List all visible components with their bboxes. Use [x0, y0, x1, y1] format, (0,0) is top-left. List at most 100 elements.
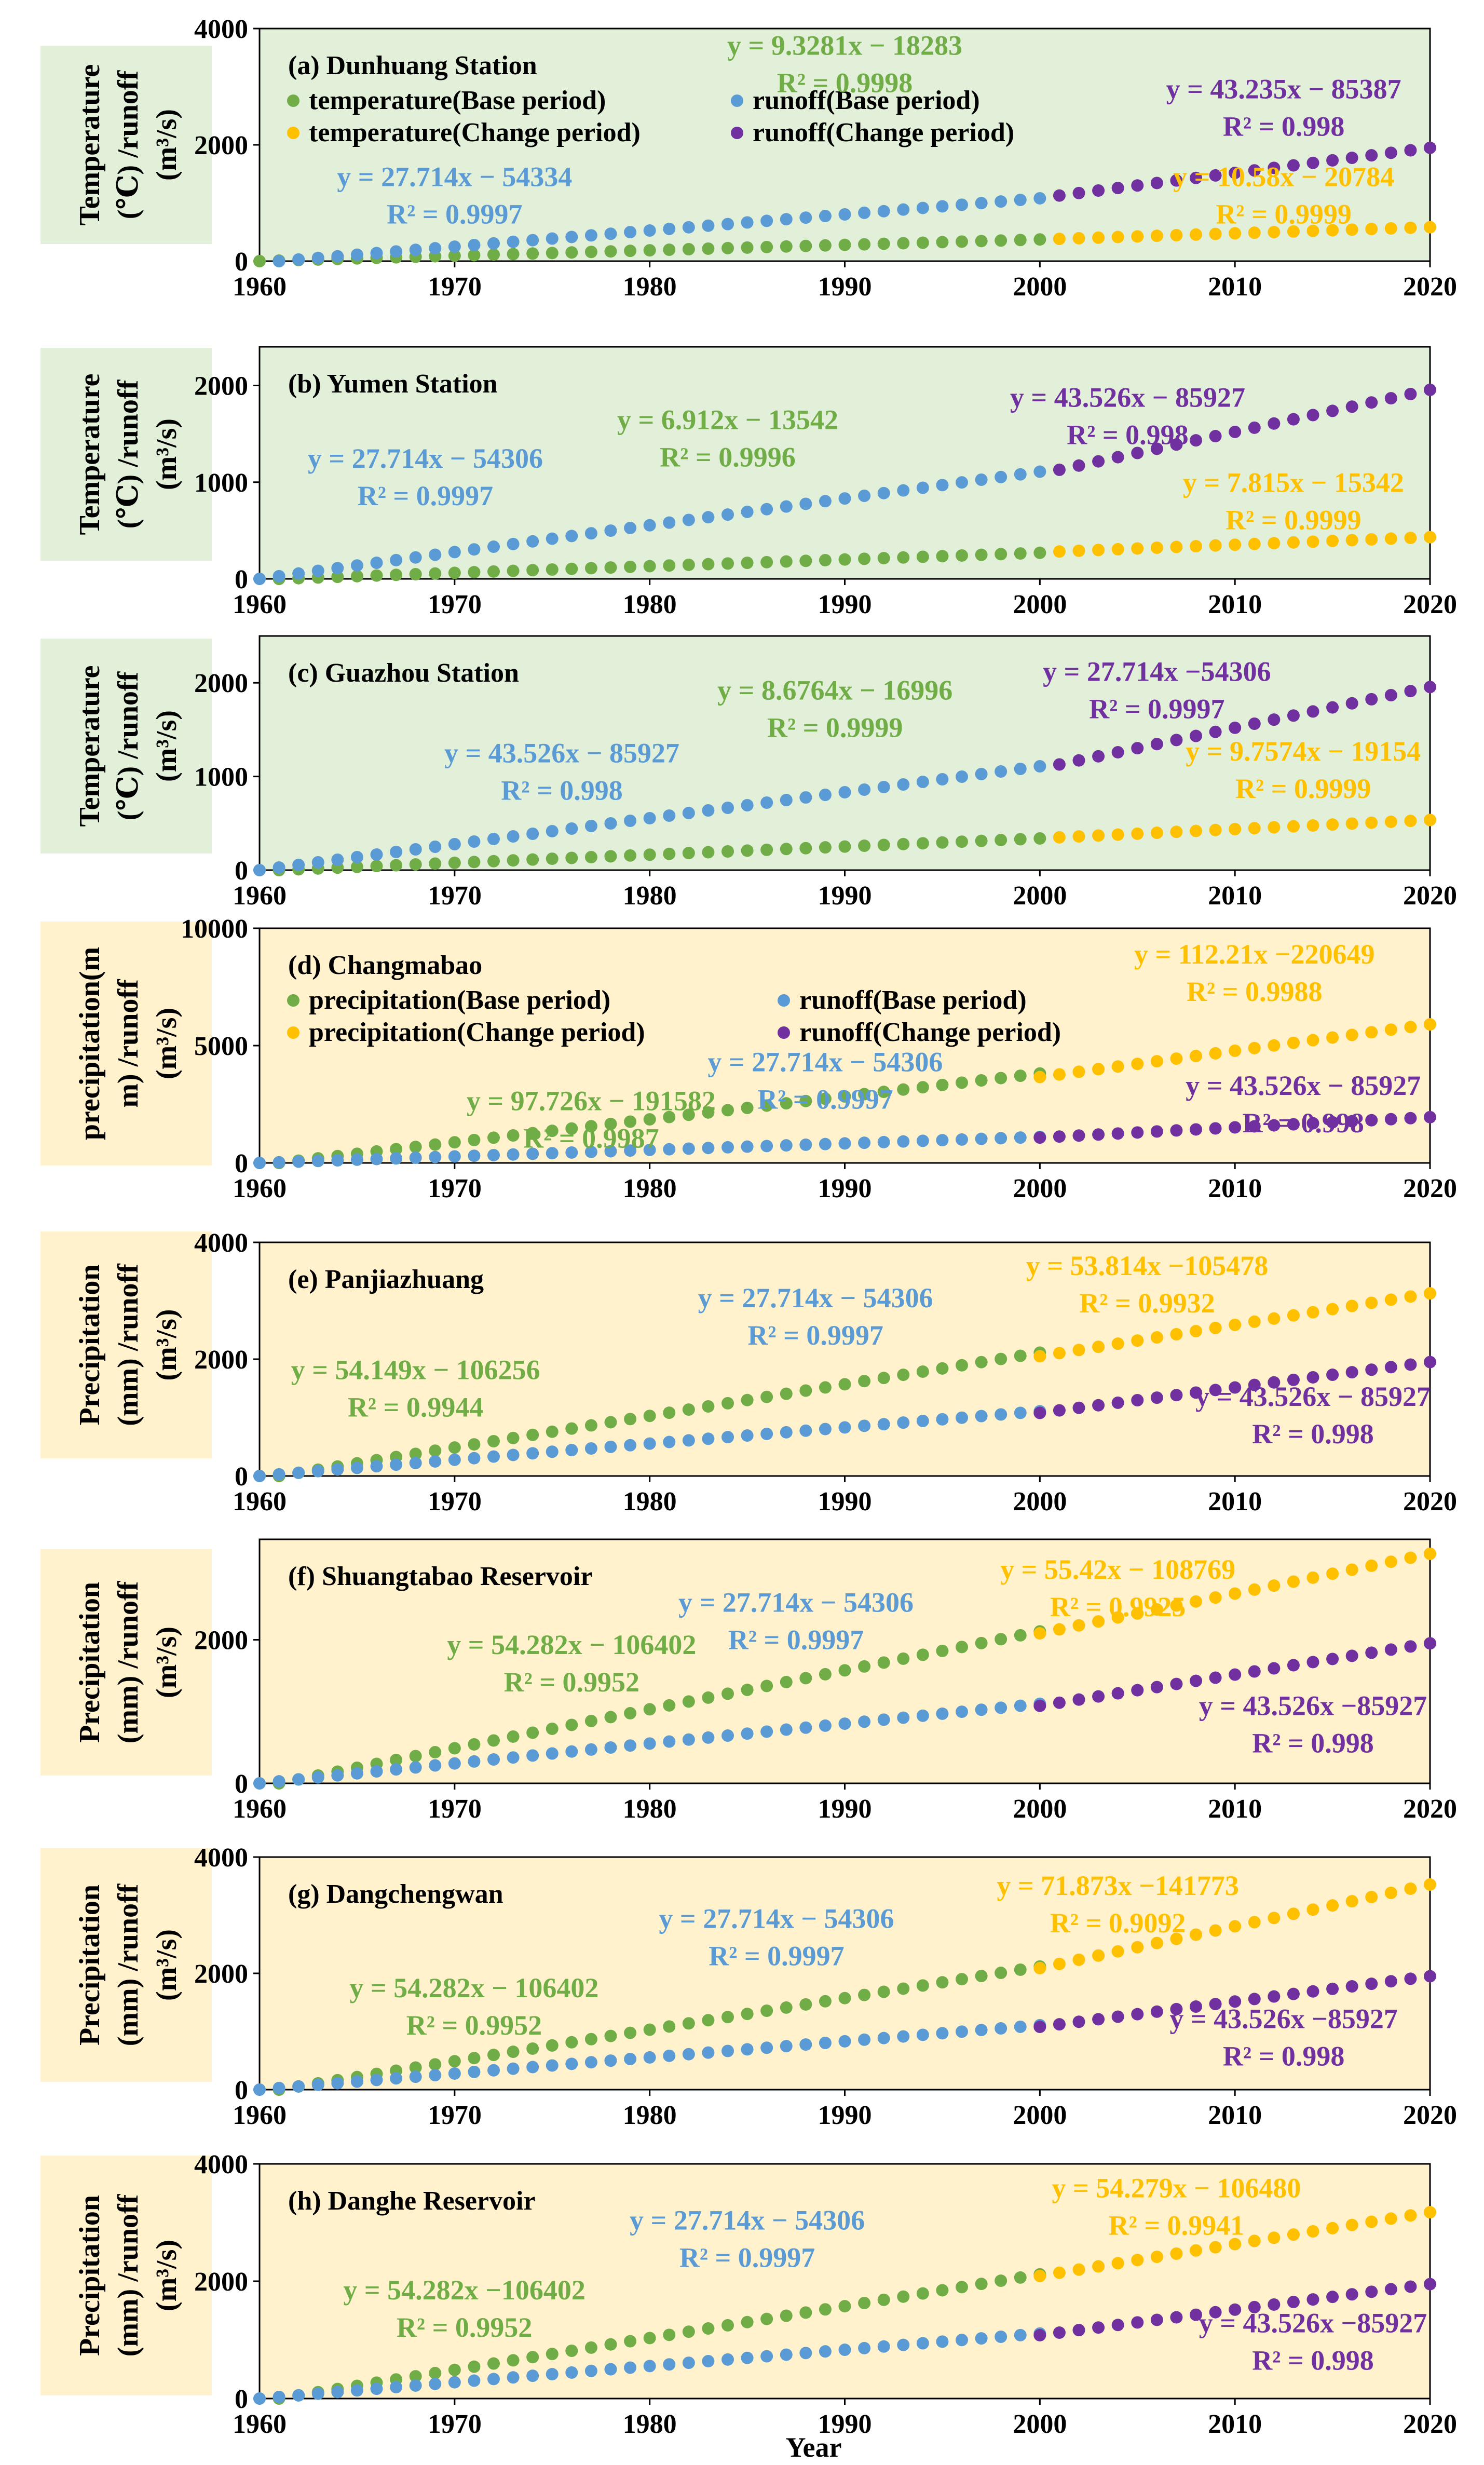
data-point [682, 2325, 695, 2338]
data-point [1170, 1124, 1183, 1137]
data-point [604, 850, 617, 863]
trend-equation: y = 27.714x − 54306 R² = 0.9997 [707, 1047, 943, 1115]
data-point [643, 519, 656, 532]
data-point [1404, 1112, 1417, 1125]
data-point [624, 815, 637, 828]
data-point [975, 1356, 988, 1369]
data-point [487, 2373, 500, 2386]
data-point [487, 1434, 500, 1447]
data-point [370, 1765, 383, 1778]
data-point [721, 241, 734, 254]
trend-equation-line: R² = 0.9997 [709, 1941, 844, 1972]
data-point [721, 1397, 734, 1410]
series-runoff-base-period- [253, 760, 1046, 876]
data-point [1229, 823, 1242, 836]
data-point [1287, 413, 1300, 426]
data-point [838, 208, 851, 221]
plot-area [258, 28, 1431, 262]
data-point [643, 1737, 656, 1750]
data-point [682, 221, 695, 234]
data-point [1092, 2321, 1105, 2334]
data-point [1229, 1381, 1242, 1394]
data-point [331, 571, 344, 584]
data-point [1326, 1031, 1339, 1044]
data-point [838, 1378, 851, 1391]
x-tick-label: 1970 [428, 2409, 482, 2439]
data-point [468, 1755, 481, 1768]
data-point [546, 563, 559, 576]
legend-item: precipitation(Change period) [309, 1018, 645, 1047]
data-point [253, 2083, 266, 2096]
trend-equation: y = 43.526x −85927 R² = 0.998 [1199, 2307, 1427, 2376]
data-point [292, 1466, 305, 1479]
trend-equation: y = 55.42x − 108769 R² = 0.9925 [1000, 1554, 1235, 1622]
series-precipitation-change-period- [1033, 2206, 1436, 2282]
data-point [1053, 758, 1066, 771]
data-point [1306, 2225, 1319, 2238]
data-point [780, 843, 793, 856]
data-point [975, 1970, 988, 1983]
data-point [1072, 1129, 1085, 1142]
data-point [565, 2366, 578, 2379]
data-point [721, 1141, 734, 1154]
x-tick-label: 2020 [1403, 272, 1457, 302]
data-point [604, 1416, 617, 1429]
trend-equation-line: R² = 0.9952 [504, 1667, 639, 1698]
x-tick-label: 1990 [818, 1174, 872, 1203]
x-tick-label: 2000 [1013, 881, 1067, 911]
x-tick-label: 1990 [818, 1487, 872, 1516]
data-point [1170, 438, 1183, 451]
y-axis-label-line: Precipitation [74, 1582, 106, 1743]
data-point [1326, 154, 1339, 167]
trend-equation: y = 97.726x − 191582 R² = 0.9987 [467, 1085, 716, 1154]
data-point [546, 1747, 559, 1760]
data-point [1326, 1567, 1339, 1580]
data-point [565, 2036, 578, 2049]
x-tick-label: 2000 [1013, 272, 1067, 302]
data-point [1268, 1039, 1281, 1052]
data-point [741, 241, 754, 254]
data-point [604, 245, 617, 258]
data-point [468, 249, 481, 262]
data-point [956, 770, 968, 783]
trend-equation-line: R² = 0.998 [1223, 2040, 1344, 2071]
data-point [350, 570, 363, 583]
data-point [1014, 833, 1027, 846]
data-point [1150, 541, 1163, 554]
data-point [858, 2296, 871, 2309]
data-point [507, 2371, 520, 2384]
data-point [1131, 1941, 1144, 1954]
x-tick-label: 2010 [1208, 590, 1262, 619]
data-point [760, 843, 773, 856]
data-point [1014, 2328, 1027, 2341]
data-point [780, 1723, 793, 1736]
data-point [565, 2057, 578, 2070]
trend-equation-line: R² = 0.998 [1252, 1418, 1373, 1450]
data-point [468, 1149, 481, 1162]
data-point [838, 492, 851, 505]
data-point [995, 1967, 1008, 1980]
data-point [1268, 417, 1281, 430]
data-point [1365, 1978, 1378, 1990]
data-point [1033, 465, 1046, 478]
data-point [429, 2069, 442, 2082]
data-point [253, 255, 266, 267]
data-point [682, 2356, 695, 2369]
data-point [1131, 742, 1144, 755]
data-point [1209, 1047, 1222, 1060]
data-point [1190, 1049, 1202, 1062]
trend-equation-line: R² = 0.9997 [387, 199, 522, 230]
y-axis-label: Temperature (℃) /runoff (m³/s) [74, 373, 183, 535]
panel-b: Temperature (℃) /runoff (m³/s) 0 1000 2000 196… [40, 346, 1457, 619]
data-point [331, 1154, 344, 1167]
data-point [760, 1390, 773, 1403]
data-point [1404, 2280, 1417, 2293]
data-point [682, 2017, 695, 2030]
data-point [409, 1141, 422, 1154]
data-point [1229, 1995, 1242, 2008]
x-tick-label: 1990 [818, 590, 872, 619]
y-tick-label: 2000 [194, 1959, 248, 1989]
data-point [1131, 1607, 1144, 1620]
data-point [1033, 2021, 1046, 2034]
x-tick-label: 1960 [233, 1794, 287, 1824]
